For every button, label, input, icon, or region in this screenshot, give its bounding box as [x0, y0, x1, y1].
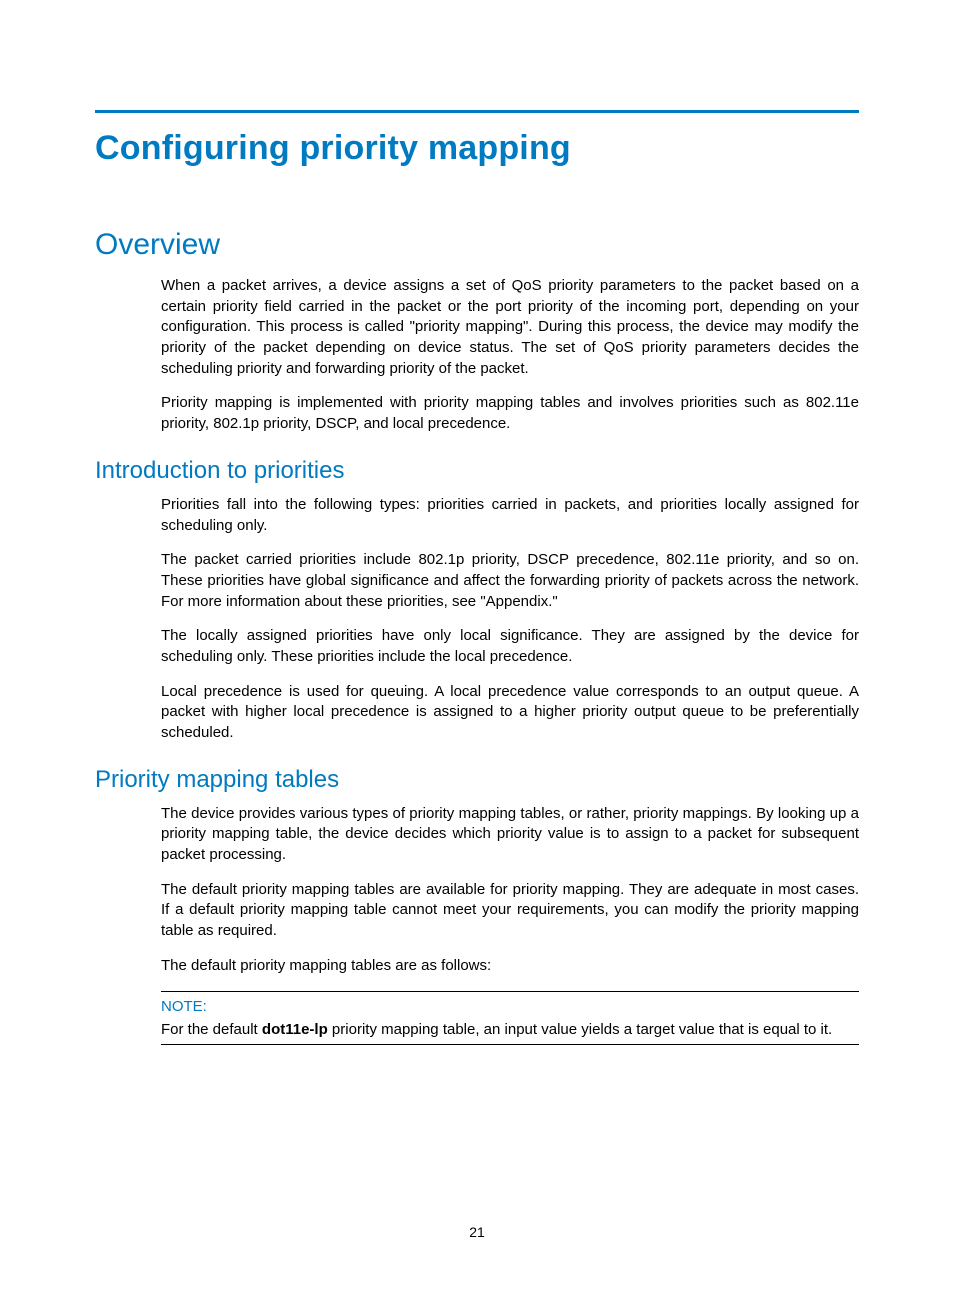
- intro-p1: Priorities fall into the following types…: [161, 495, 859, 536]
- intro-body: Priorities fall into the following types…: [161, 495, 859, 744]
- note-label: NOTE:: [161, 998, 859, 1015]
- intro-p3: The locally assigned priorities have onl…: [161, 626, 859, 667]
- tables-heading: Priority mapping tables: [95, 766, 859, 794]
- note-b: priority mapping table, an input value y…: [328, 1021, 832, 1038]
- tables-p1: The device provides various types of pri…: [161, 804, 859, 866]
- note-bold: dot11e-lp: [262, 1021, 328, 1038]
- intro-p4: Local precedence is used for queuing. A …: [161, 682, 859, 744]
- note-box: NOTE: For the default dot11e-lp priority…: [161, 991, 859, 1045]
- page: Configuring priority mapping Overview Wh…: [0, 0, 954, 1296]
- page-number: 21: [0, 1224, 954, 1240]
- overview-p2: Priority mapping is implemented with pri…: [161, 393, 859, 434]
- tables-p3: The default priority mapping tables are …: [161, 956, 859, 977]
- intro-p2: The packet carried priorities include 80…: [161, 550, 859, 612]
- overview-body: When a packet arrives, a device assigns …: [161, 276, 859, 435]
- tables-body: The device provides various types of pri…: [161, 804, 859, 1045]
- top-rule: [95, 110, 859, 113]
- note-text: For the default dot11e-lp priority mappi…: [161, 1021, 859, 1038]
- overview-p1: When a packet arrives, a device assigns …: [161, 276, 859, 379]
- page-title: Configuring priority mapping: [95, 129, 859, 168]
- intro-p2-b: .": [548, 593, 558, 610]
- intro-heading: Introduction to priorities: [95, 457, 859, 485]
- tables-p2: The default priority mapping tables are …: [161, 880, 859, 942]
- overview-heading: Overview: [95, 228, 859, 262]
- appendix-crossref[interactable]: Appendix: [486, 593, 549, 610]
- note-a: For the default: [161, 1021, 262, 1038]
